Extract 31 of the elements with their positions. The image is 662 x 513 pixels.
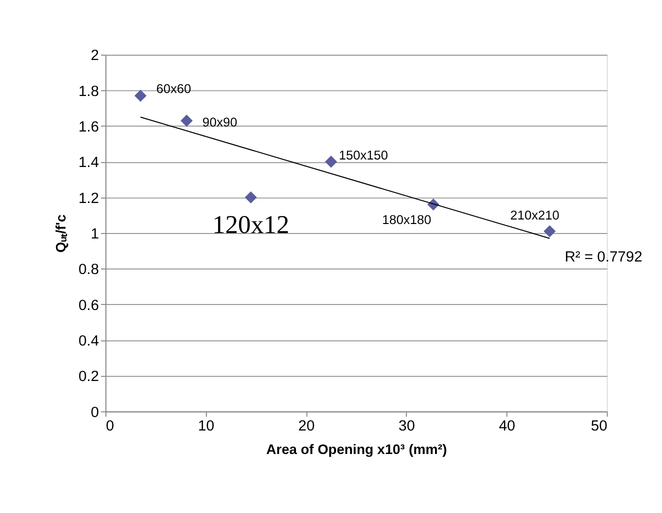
y-tick-label: 1.8 xyxy=(78,84,100,100)
y-tick-label: 0.4 xyxy=(78,333,100,350)
y-tick-label: 0.6 xyxy=(78,298,100,314)
y-tick-label: 1.2 xyxy=(78,190,100,207)
x-tick-label: 30 xyxy=(398,418,415,435)
y-tick-label: 0.8 xyxy=(78,262,100,278)
x-tick-label: 0 xyxy=(106,418,114,435)
y-tick-label: 1.6 xyxy=(78,119,100,136)
data-label: 60x60 xyxy=(156,80,192,96)
annotation: R² = 0.7792 xyxy=(564,250,642,266)
data-label: 120x12 xyxy=(212,210,290,239)
x-axis-title: Area of Opening x10³ (mm²) xyxy=(266,442,447,458)
point xyxy=(325,156,338,168)
x-tick-label: 20 xyxy=(298,418,315,435)
y-tick-label: 2 xyxy=(90,48,100,64)
point xyxy=(180,114,193,127)
point xyxy=(134,90,147,102)
data-label: 90x90 xyxy=(202,114,238,130)
x-tick-label: 50 xyxy=(590,418,608,435)
y-axis-title: Qᵤₜ/f'c xyxy=(54,214,69,253)
x-tick-label: 10 xyxy=(198,418,214,435)
point xyxy=(544,225,556,238)
data-label: 210x210 xyxy=(510,207,560,222)
y-tick-label: 1.4 xyxy=(78,155,100,172)
data-label: 150x150 xyxy=(338,148,388,163)
y-tick-label: 1 xyxy=(90,226,100,242)
x-tick-label: 40 xyxy=(498,418,516,435)
point xyxy=(244,191,257,204)
data-label: 180x180 xyxy=(382,212,432,228)
y-tick-label: 0.2 xyxy=(78,369,100,386)
y-tick-label: 0 xyxy=(90,404,100,421)
